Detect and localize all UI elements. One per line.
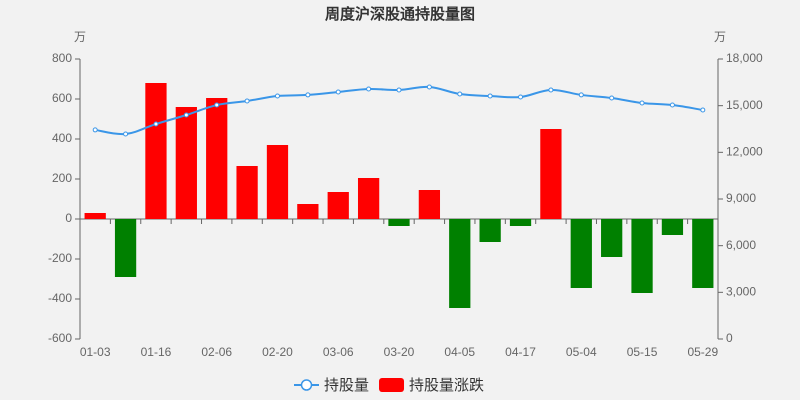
bar (297, 204, 319, 219)
y2-tick-label: 0 (726, 331, 733, 345)
y-tick-label: 200 (52, 171, 72, 185)
bar (145, 83, 167, 219)
bar (479, 219, 501, 242)
line-point (518, 94, 524, 100)
line-point (669, 102, 675, 108)
bar (84, 213, 106, 219)
legend-label: 持股量涨跌 (409, 377, 484, 394)
y2-tick-label: 9,000 (726, 191, 756, 205)
line-point (123, 131, 129, 137)
y2-tick-label: 6,000 (726, 238, 756, 252)
legend-swatch (379, 378, 405, 392)
y2-unit: 万 (714, 30, 726, 44)
line-point (609, 95, 615, 101)
bar (266, 145, 289, 219)
line-point (305, 92, 311, 98)
bar (449, 219, 471, 308)
bar (175, 107, 197, 219)
y-tick-label: 600 (52, 91, 72, 105)
x-tick-label: 05-29 (687, 345, 718, 359)
line-point (335, 89, 341, 95)
y-tick-label: -200 (48, 251, 72, 265)
y2-tick-label: 12,000 (726, 145, 763, 159)
bar (601, 219, 623, 257)
bar (357, 178, 380, 219)
y-tick-label: 400 (52, 131, 72, 145)
y-tick-label: 800 (52, 51, 72, 65)
bar (418, 190, 441, 219)
y-unit: 万 (74, 30, 86, 44)
x-tick-label: 02-20 (262, 345, 293, 359)
bar (570, 219, 592, 288)
y-tick-label: -600 (48, 331, 72, 345)
y2-tick-label: 3,000 (726, 285, 756, 299)
bar (236, 166, 258, 219)
line-point (457, 91, 463, 97)
y2-tick-label: 15,000 (726, 98, 763, 112)
bar (661, 219, 684, 235)
x-tick-label: 01-03 (80, 345, 111, 359)
bar (327, 192, 349, 219)
line-point (700, 107, 706, 113)
bar (388, 219, 410, 226)
line-point (183, 112, 189, 118)
x-tick-label: 03-20 (384, 345, 415, 359)
bar (206, 98, 228, 219)
bar (114, 219, 137, 277)
line-point (274, 93, 280, 99)
x-tick-label: 02-06 (201, 345, 232, 359)
y-tick-label: 0 (65, 211, 72, 225)
line-point (487, 93, 493, 99)
line-point (426, 84, 432, 90)
legend-swatch (300, 379, 313, 391)
bar (509, 219, 532, 226)
line-point (396, 87, 402, 93)
y-tick-label: -400 (48, 291, 72, 305)
line-point (639, 100, 645, 106)
x-tick-label: 01-16 (141, 345, 172, 359)
x-tick-label: 04-17 (505, 345, 536, 359)
x-tick-label: 04-05 (444, 345, 475, 359)
x-tick-label: 03-06 (323, 345, 354, 359)
bar (631, 219, 653, 293)
line-point (366, 86, 372, 92)
x-tick-label: 05-15 (627, 345, 658, 359)
line-point (548, 87, 554, 93)
line-point (244, 98, 250, 104)
x-tick-label: 05-04 (566, 345, 597, 359)
line-point (92, 127, 98, 133)
line-point (214, 102, 220, 108)
bar (692, 219, 714, 288)
chart-title: 周度沪深股通持股量图 (325, 5, 475, 23)
line-point (153, 121, 159, 127)
legend-label: 持股量 (324, 377, 369, 394)
bar (540, 129, 562, 219)
y2-tick-label: 18,000 (726, 51, 763, 65)
line-point (578, 92, 584, 98)
